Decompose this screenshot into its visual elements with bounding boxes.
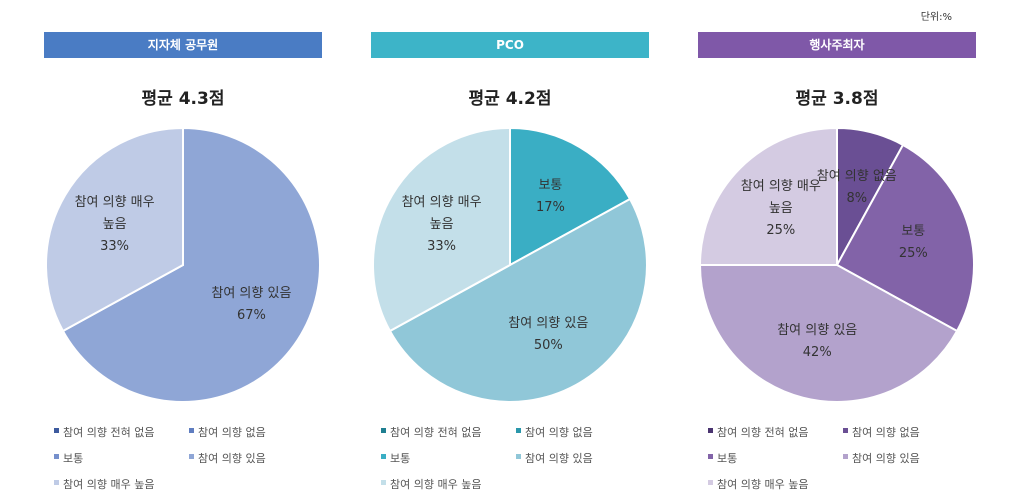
slice-category: 보통: [901, 223, 926, 239]
pie-slice: [509, 126, 632, 267]
legend-entry: 참여 의향 전혀 없음: [63, 426, 155, 439]
pie-slice: [61, 126, 321, 403]
slice-label: 보통 17%: [508, 175, 592, 219]
legend-entry: 보통: [390, 452, 411, 465]
slice-label: 참여 의향 매우 높음 33%: [400, 192, 484, 258]
slice-value: 33%: [100, 238, 130, 254]
legend-entry: 참여 의향 있음: [525, 452, 593, 465]
legend-entry: 참여 의향 매우 높음: [390, 478, 482, 491]
panel-header: 지자체 공무원: [44, 32, 322, 58]
legend-swatch: [381, 428, 386, 433]
legend-swatch: [54, 454, 59, 459]
panel-subtitle: 평균 4.2점: [468, 89, 552, 109]
panel-header: PCO: [371, 32, 649, 58]
legend-swatch: [516, 454, 521, 459]
slice-category: 참여 의향 없음: [816, 169, 897, 185]
panel-subtitle: 평균 4.3점: [141, 89, 225, 109]
slice-label: 참여 의향 없음 8%: [815, 166, 899, 210]
unit-label: 단위:%: [920, 12, 952, 23]
legend-swatch: [516, 428, 521, 433]
legend-entry: 참여 의향 전혀 없음: [390, 426, 482, 439]
slice-value: 25%: [766, 222, 796, 238]
slice-value: 8%: [846, 191, 868, 207]
legend-entry: 참여 의향 있음: [852, 452, 920, 465]
slice-label: 참여 의향 매우 높음 25%: [739, 176, 823, 242]
legend-entry: 참여 의향 매우 높음: [717, 478, 809, 491]
legend-entry: 참여 의향 없음: [852, 426, 920, 439]
legend-swatch: [54, 480, 59, 485]
legend-entry: 참여 의향 있음: [198, 452, 266, 465]
legend-entry: 참여 의향 없음: [525, 426, 593, 439]
slice-category: 참여 의향 매우 높음: [740, 178, 821, 216]
legend-swatch: [843, 454, 848, 459]
pie-slice: [698, 264, 959, 403]
legend-entry: 참여 의향 없음: [198, 426, 266, 439]
slice-label: 참여 의향 있음 42%: [775, 320, 859, 364]
legend-swatch: [708, 480, 713, 485]
legend-entry: 참여 의향 매우 높음: [63, 478, 155, 491]
slice-category: 참여 의향 매우 높음: [74, 194, 155, 232]
slice-label: 참여 의향 있음 67%: [209, 283, 293, 327]
pie-slice: [372, 126, 511, 333]
legend-swatch: [708, 428, 713, 433]
legend-swatch: [381, 480, 386, 485]
slice-value: 42%: [802, 344, 832, 360]
slice-value: 17%: [535, 199, 565, 215]
slice-value: 33%: [427, 238, 457, 254]
pie-slice: [45, 126, 184, 333]
pie-slice: [388, 197, 648, 403]
slice-value: 25%: [898, 245, 928, 261]
pie-slice: [835, 143, 975, 333]
legend-swatch: [843, 428, 848, 433]
slice-category: 참여 의향 매우 높음: [401, 194, 482, 232]
slice-value: 67%: [236, 308, 266, 324]
legend-swatch: [381, 454, 386, 459]
slice-category: 참여 의향 있음: [777, 322, 858, 338]
legend-entry: 보통: [717, 452, 738, 465]
slice-category: 보통: [538, 177, 563, 193]
slice-category: 참여 의향 있음: [508, 315, 589, 331]
slice-label: 보통 25%: [871, 221, 955, 265]
legend-entry: 보통: [63, 452, 84, 465]
pie-slice: [698, 126, 838, 266]
slice-category: 참여 의향 있음: [211, 286, 292, 302]
panel-header: 행사주최자: [698, 32, 976, 58]
slice-label: 참여 의향 있음 50%: [506, 313, 590, 357]
slice-label: 참여 의향 매우 높음 33%: [73, 192, 157, 258]
legend-swatch: [708, 454, 713, 459]
panel-subtitle: 평균 3.8점: [795, 89, 879, 109]
legend-entry: 참여 의향 전혀 없음: [717, 426, 809, 439]
legend-swatch: [189, 428, 194, 433]
slice-value: 50%: [533, 337, 563, 353]
legend-swatch: [54, 428, 59, 433]
legend-swatch: [189, 454, 194, 459]
